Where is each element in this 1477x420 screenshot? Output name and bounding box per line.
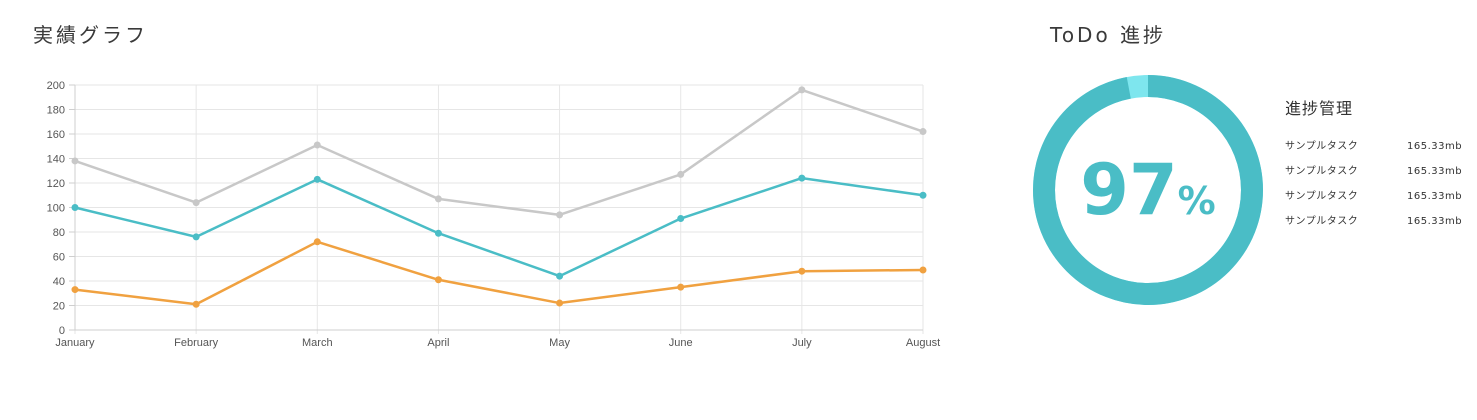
data-point: [919, 266, 927, 274]
data-point: [71, 204, 79, 211]
data-point: [677, 215, 685, 223]
data-point: [556, 272, 564, 280]
data-point: [919, 191, 927, 199]
task-size: 165.33mb: [1407, 191, 1463, 202]
x-tick-label: August: [906, 337, 940, 349]
task-name: サンプルタスク: [1285, 166, 1359, 177]
list-item: サンプルタスク 165.33mb: [1285, 139, 1465, 164]
data-point: [919, 128, 927, 136]
task-name: サンプルタスク: [1285, 216, 1359, 227]
data-point: [677, 283, 685, 291]
progress-list-heading: 進捗管理: [1285, 99, 1354, 118]
todo-title: ToDo 進捗: [1050, 23, 1167, 47]
list-item: サンプルタスク 165.33mb: [1285, 214, 1465, 239]
data-point: [556, 211, 564, 219]
data-point: [313, 175, 321, 183]
task-size: 165.33mb: [1407, 166, 1463, 177]
y-tick-label: 200: [47, 80, 65, 92]
data-point: [434, 229, 442, 237]
list-item: サンプルタスク 165.33mb: [1285, 164, 1465, 189]
chart-series: [71, 86, 927, 308]
data-point: [71, 286, 79, 294]
data-point: [677, 170, 685, 178]
data-point: [798, 86, 806, 94]
progress-list: サンプルタスク 165.33mb サンプルタスク 165.33mb サンプルタス…: [1285, 139, 1465, 239]
data-point: [798, 267, 806, 275]
series-line-2: [74, 240, 924, 306]
task-size: 165.33mb: [1407, 216, 1463, 227]
data-point: [313, 141, 321, 149]
x-tick-label: April: [427, 337, 449, 349]
y-tick-label: 140: [47, 154, 65, 166]
data-point: [192, 199, 200, 207]
task-size: 165.33mb: [1407, 141, 1463, 152]
task-name: サンプルタスク: [1285, 191, 1359, 202]
task-name: サンプルタスク: [1285, 141, 1359, 152]
progress-donut: 97%: [1033, 75, 1263, 305]
chart-grid: [74, 84, 924, 334]
data-point: [434, 276, 442, 284]
y-tick-label: 20: [53, 301, 65, 313]
series-line-1: [74, 176, 924, 278]
y-tick-label: 180: [47, 105, 65, 117]
y-tick-label: 120: [47, 178, 65, 190]
data-point: [192, 233, 200, 241]
data-point: [71, 157, 79, 165]
y-tick-label: 80: [53, 227, 65, 239]
y-tick-label: 60: [53, 252, 65, 264]
x-axis: January February March April May June July Augu…: [55, 337, 940, 349]
data-point: [556, 299, 564, 307]
x-tick-label: February: [174, 337, 219, 349]
data-point: [434, 195, 442, 203]
x-tick-label: June: [669, 337, 693, 349]
x-tick-label: January: [55, 337, 95, 349]
data-point: [798, 174, 806, 182]
y-tick-label: 40: [53, 276, 65, 288]
line-chart: 0 20 40 60 80 100 120 140 160 180 200 January Febru…: [47, 80, 940, 349]
list-item: サンプルタスク 165.33mb: [1285, 189, 1465, 214]
y-tick-label: 160: [47, 129, 65, 141]
x-tick-label: March: [302, 337, 333, 349]
y-axis: 0 20 40 60 80 100 120 140 160 180 200: [47, 80, 75, 337]
progress-value: 97%: [1080, 149, 1216, 231]
donut-progress: [1033, 75, 1263, 305]
x-tick-label: July: [792, 337, 812, 349]
y-tick-label: 100: [47, 203, 65, 215]
data-point: [313, 238, 321, 246]
series-line-0: [74, 88, 924, 217]
data-point: [192, 300, 200, 308]
x-tick-label: May: [549, 337, 570, 349]
y-tick-label: 0: [59, 325, 65, 337]
chart-title: 実績グラフ: [33, 23, 148, 47]
